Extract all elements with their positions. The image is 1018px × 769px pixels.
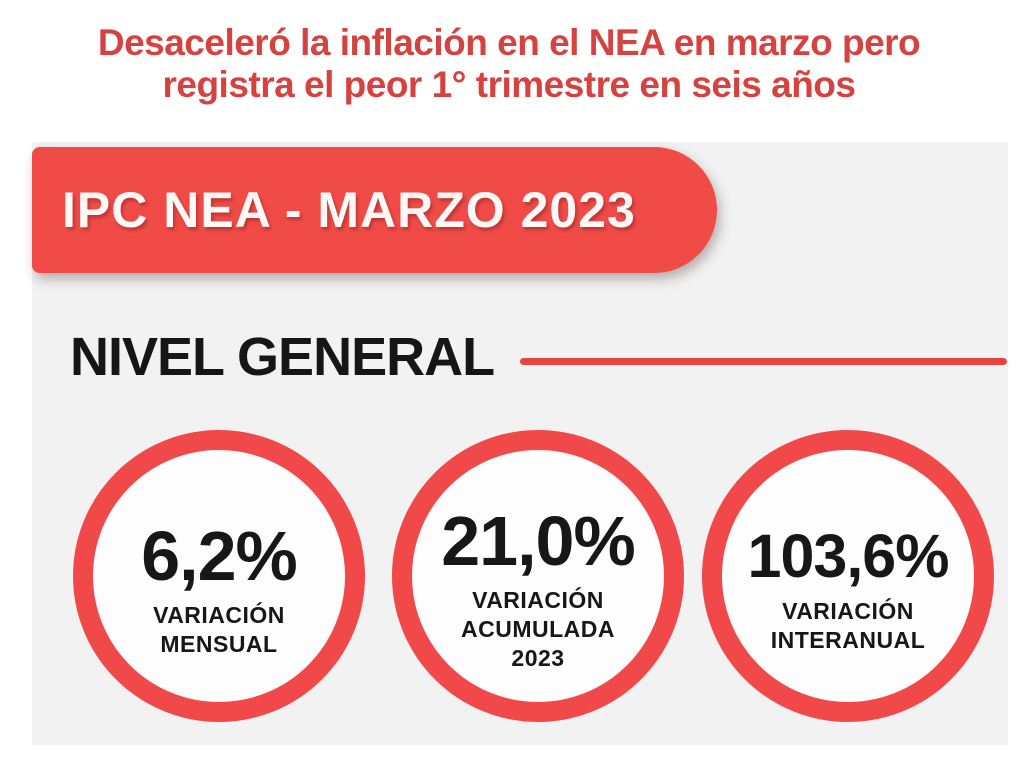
headline: Desaceleró la inflación en el NEA en mar… — [0, 22, 1018, 106]
stat-value-interannual: 103,6% — [747, 521, 950, 590]
section-divider-line — [520, 358, 1007, 365]
headline-line-1: Desaceleró la inflación en el NEA en mar… — [97, 22, 921, 63]
stat-value-accumulated: 21,0% — [441, 502, 635, 580]
stat-circle-accumulated-variation: 21,0% VARIACIÓN ACUMULADA 2023 — [392, 430, 684, 722]
stat-label-interannual: VARIACIÓN INTERANUAL — [770, 597, 926, 653]
banner-title: IPC NEA - MARZO 2023 — [62, 182, 636, 238]
stat-circle-interannual-variation: 103,6% VARIACIÓN INTERANUAL — [702, 430, 994, 722]
stat-label-accumulated: VARIACIÓN ACUMULADA 2023 — [461, 587, 615, 671]
title-banner: IPC NEA - MARZO 2023 — [32, 147, 717, 273]
stat-circle-monthly-variation: 6,2% VARIACIÓN MENSUAL — [73, 430, 365, 722]
headline-line-2: registra el peor 1° trimestre en seis añ… — [162, 64, 856, 105]
stat-value-monthly: 6,2% — [141, 516, 298, 595]
section-title: NIVEL GENERAL — [70, 327, 495, 387]
stat-label-monthly: VARIACIÓN MENSUAL — [153, 601, 285, 657]
